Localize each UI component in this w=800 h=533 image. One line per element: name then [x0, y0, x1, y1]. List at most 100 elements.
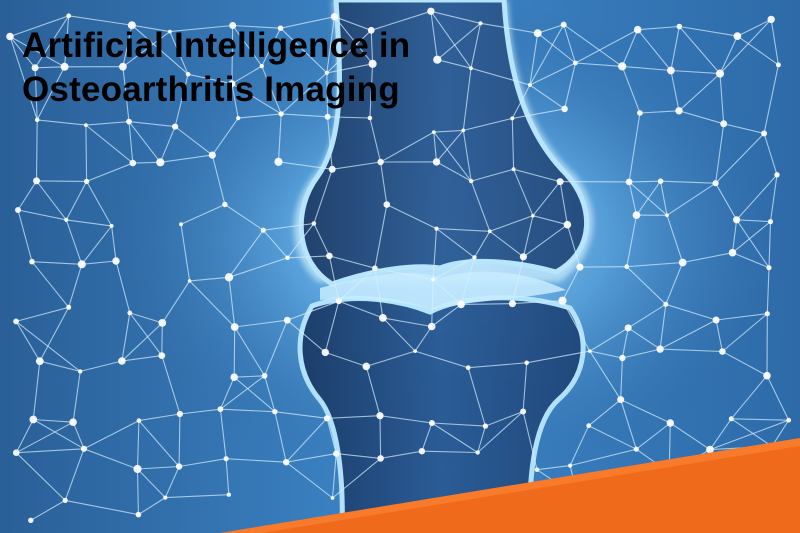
network-node — [720, 120, 728, 128]
network-link — [35, 66, 65, 69]
network-link — [187, 73, 233, 85]
network-link — [9, 15, 69, 38]
network-link — [719, 19, 772, 74]
network-link — [274, 411, 328, 419]
network-link — [68, 15, 132, 26]
network-link — [522, 215, 534, 257]
network-node — [163, 495, 168, 500]
network-link — [563, 24, 576, 64]
network-node — [457, 300, 465, 309]
network-node — [469, 66, 473, 71]
network-link — [716, 313, 768, 321]
network-link — [326, 415, 381, 419]
network-link — [374, 267, 434, 281]
network-node — [568, 463, 573, 468]
network-node — [187, 279, 192, 283]
network-node — [272, 409, 278, 415]
network-node — [678, 258, 687, 267]
network-link — [369, 63, 374, 119]
network-link — [436, 228, 475, 258]
network-link — [566, 224, 581, 268]
network-node — [728, 416, 734, 422]
network-link — [137, 465, 180, 470]
network-link — [660, 348, 723, 353]
network-link — [436, 228, 490, 232]
network-node — [733, 216, 741, 224]
network-node — [60, 62, 69, 71]
network-link — [588, 425, 637, 450]
network-link — [17, 209, 33, 262]
network-link — [460, 257, 476, 305]
network-link — [128, 121, 134, 164]
network-link — [285, 417, 328, 463]
network-node — [6, 32, 14, 41]
network-link — [436, 22, 481, 61]
network-link — [234, 319, 288, 328]
network-node — [560, 21, 567, 28]
network-node — [158, 352, 166, 359]
network-link — [719, 73, 725, 124]
network-node — [733, 32, 742, 40]
network-link — [327, 116, 333, 170]
network-link — [771, 419, 790, 447]
network-link — [626, 266, 667, 305]
network-node — [136, 418, 142, 423]
network-node — [508, 300, 516, 308]
network-link — [366, 350, 416, 367]
network-node — [321, 348, 329, 357]
network-node — [431, 130, 436, 135]
network-node — [13, 318, 19, 325]
network-node — [576, 263, 584, 271]
network-node — [461, 128, 466, 133]
network-node — [775, 62, 781, 68]
network-link — [35, 119, 38, 181]
network-link — [121, 355, 162, 362]
network-node — [586, 423, 592, 429]
network-node — [764, 311, 770, 317]
network-node — [624, 324, 632, 332]
network-link — [211, 117, 239, 156]
network-link — [68, 264, 83, 308]
network-link — [334, 16, 374, 65]
network-node — [632, 211, 641, 220]
network-link — [513, 168, 561, 183]
network-node — [657, 178, 664, 184]
network-link — [635, 422, 671, 450]
network-node — [277, 25, 284, 32]
network-link — [328, 255, 340, 302]
network-link — [280, 27, 328, 74]
network-link — [326, 72, 329, 117]
network-link — [369, 117, 382, 163]
network-link — [161, 280, 191, 324]
network-node — [80, 445, 88, 452]
network-link — [31, 261, 70, 308]
network-node — [29, 415, 38, 424]
network-link — [709, 418, 732, 450]
network-link — [326, 16, 336, 73]
network-node — [175, 463, 183, 470]
network-node — [427, 7, 435, 15]
network-node — [158, 319, 167, 327]
network-link — [660, 181, 668, 216]
network-link — [277, 113, 282, 162]
network-node — [330, 13, 339, 21]
network-link — [15, 419, 34, 453]
network-link — [485, 410, 524, 427]
network-node — [712, 316, 720, 324]
network-link — [731, 219, 738, 253]
network-node — [66, 304, 72, 310]
network-node — [413, 349, 417, 353]
network-node — [676, 23, 683, 30]
network-node — [119, 62, 127, 71]
network-link — [522, 362, 528, 412]
network-link — [39, 360, 81, 372]
network-link — [659, 319, 717, 350]
network-link — [379, 415, 432, 424]
network-node — [260, 227, 266, 233]
network-link — [437, 59, 472, 69]
network-link — [421, 422, 433, 452]
network-node — [728, 248, 737, 257]
network-link — [111, 225, 117, 262]
network-link — [678, 110, 724, 125]
